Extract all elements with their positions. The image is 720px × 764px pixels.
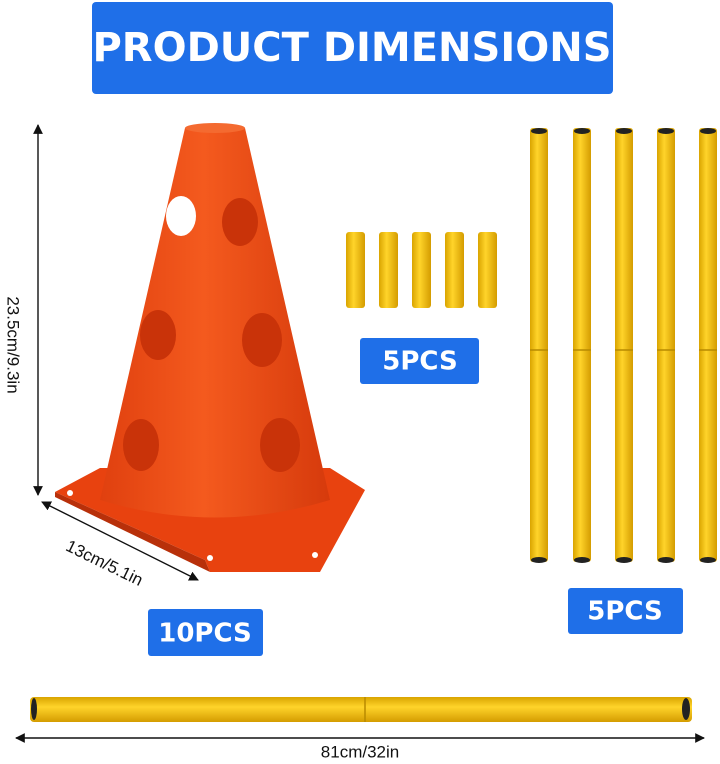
cone-top <box>185 123 245 133</box>
pole-end <box>531 128 547 134</box>
connector <box>412 232 431 308</box>
cone-hole <box>222 198 258 246</box>
poles <box>530 128 717 563</box>
pole <box>615 128 633 562</box>
connector <box>478 232 497 308</box>
pole-end <box>658 557 674 563</box>
pole-end <box>700 128 716 134</box>
height-label: 23.5cm/9.3in <box>4 296 23 393</box>
title-badge <box>92 2 613 94</box>
pole-end <box>700 557 716 563</box>
assembled-pole <box>30 697 692 722</box>
base-hole <box>207 555 213 561</box>
cone-hole <box>242 313 282 367</box>
connector-quantity: 5PCS <box>382 347 457 377</box>
connector <box>379 232 398 308</box>
pole <box>573 128 591 562</box>
connectors <box>346 232 497 308</box>
cone-hole <box>260 418 300 472</box>
connector <box>445 232 464 308</box>
connector-quantity-badge <box>360 338 479 384</box>
length-label: 81cm/32in <box>321 742 399 761</box>
pole-end <box>616 557 632 563</box>
pole <box>699 128 717 562</box>
base-arrow <box>41 501 199 581</box>
pole-end <box>531 557 547 563</box>
pole <box>657 128 675 562</box>
pole-end <box>682 698 690 720</box>
base-hole <box>312 552 318 558</box>
pole-quantity-badge <box>568 588 683 634</box>
title: PRODUCT DIMENSIONS <box>92 25 611 71</box>
pole-end <box>658 128 674 134</box>
cone-quantity-badge <box>148 609 263 656</box>
cone-hole <box>166 196 196 236</box>
pole-end <box>616 128 632 134</box>
base-label: 13cm/5.1in <box>63 536 146 590</box>
cone-hole <box>140 310 176 360</box>
pole-end <box>574 557 590 563</box>
pole <box>530 128 548 562</box>
pole-end <box>574 128 590 134</box>
pole-end <box>31 698 37 720</box>
cone-quantity: 10PCS <box>158 619 252 649</box>
base-hole <box>67 490 73 496</box>
pole-quantity: 5PCS <box>587 597 662 627</box>
connector <box>346 232 365 308</box>
cone-hole <box>123 419 159 471</box>
